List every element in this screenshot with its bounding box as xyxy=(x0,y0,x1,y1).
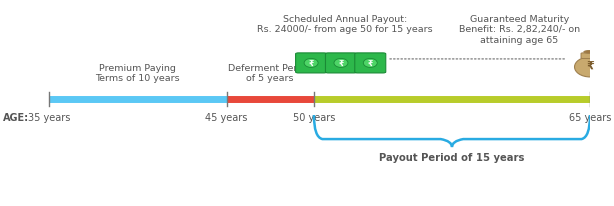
Text: Premium Paying
Terms of 10 years: Premium Paying Terms of 10 years xyxy=(96,64,180,83)
Ellipse shape xyxy=(334,59,348,67)
Text: ₹: ₹ xyxy=(368,59,373,67)
Ellipse shape xyxy=(363,59,377,67)
Ellipse shape xyxy=(584,50,596,53)
FancyBboxPatch shape xyxy=(295,53,327,73)
Ellipse shape xyxy=(575,57,605,77)
Text: 45 years: 45 years xyxy=(205,113,248,123)
Text: Payout Period of 15 years: Payout Period of 15 years xyxy=(379,153,524,163)
Text: Deferment Period
of 5 years: Deferment Period of 5 years xyxy=(228,64,312,83)
Text: 50 years: 50 years xyxy=(293,113,335,123)
Text: Scheduled Annual Payout:
Rs. 24000/- from age 50 for 15 years: Scheduled Annual Payout: Rs. 24000/- fro… xyxy=(257,15,433,34)
Text: Guaranteed Maturity
Benefit: Rs. 2,82,240/- on
attaining age 65: Guaranteed Maturity Benefit: Rs. 2,82,24… xyxy=(459,15,580,45)
Text: ₹: ₹ xyxy=(338,59,344,67)
Ellipse shape xyxy=(304,59,318,67)
Text: 35 years: 35 years xyxy=(28,113,70,123)
Text: 65 years: 65 years xyxy=(569,113,611,123)
Text: ₹: ₹ xyxy=(308,59,314,67)
FancyBboxPatch shape xyxy=(581,53,599,59)
FancyBboxPatch shape xyxy=(325,53,357,73)
Text: ₹: ₹ xyxy=(586,62,594,72)
Text: AGE:: AGE: xyxy=(3,113,29,123)
FancyBboxPatch shape xyxy=(355,53,386,73)
